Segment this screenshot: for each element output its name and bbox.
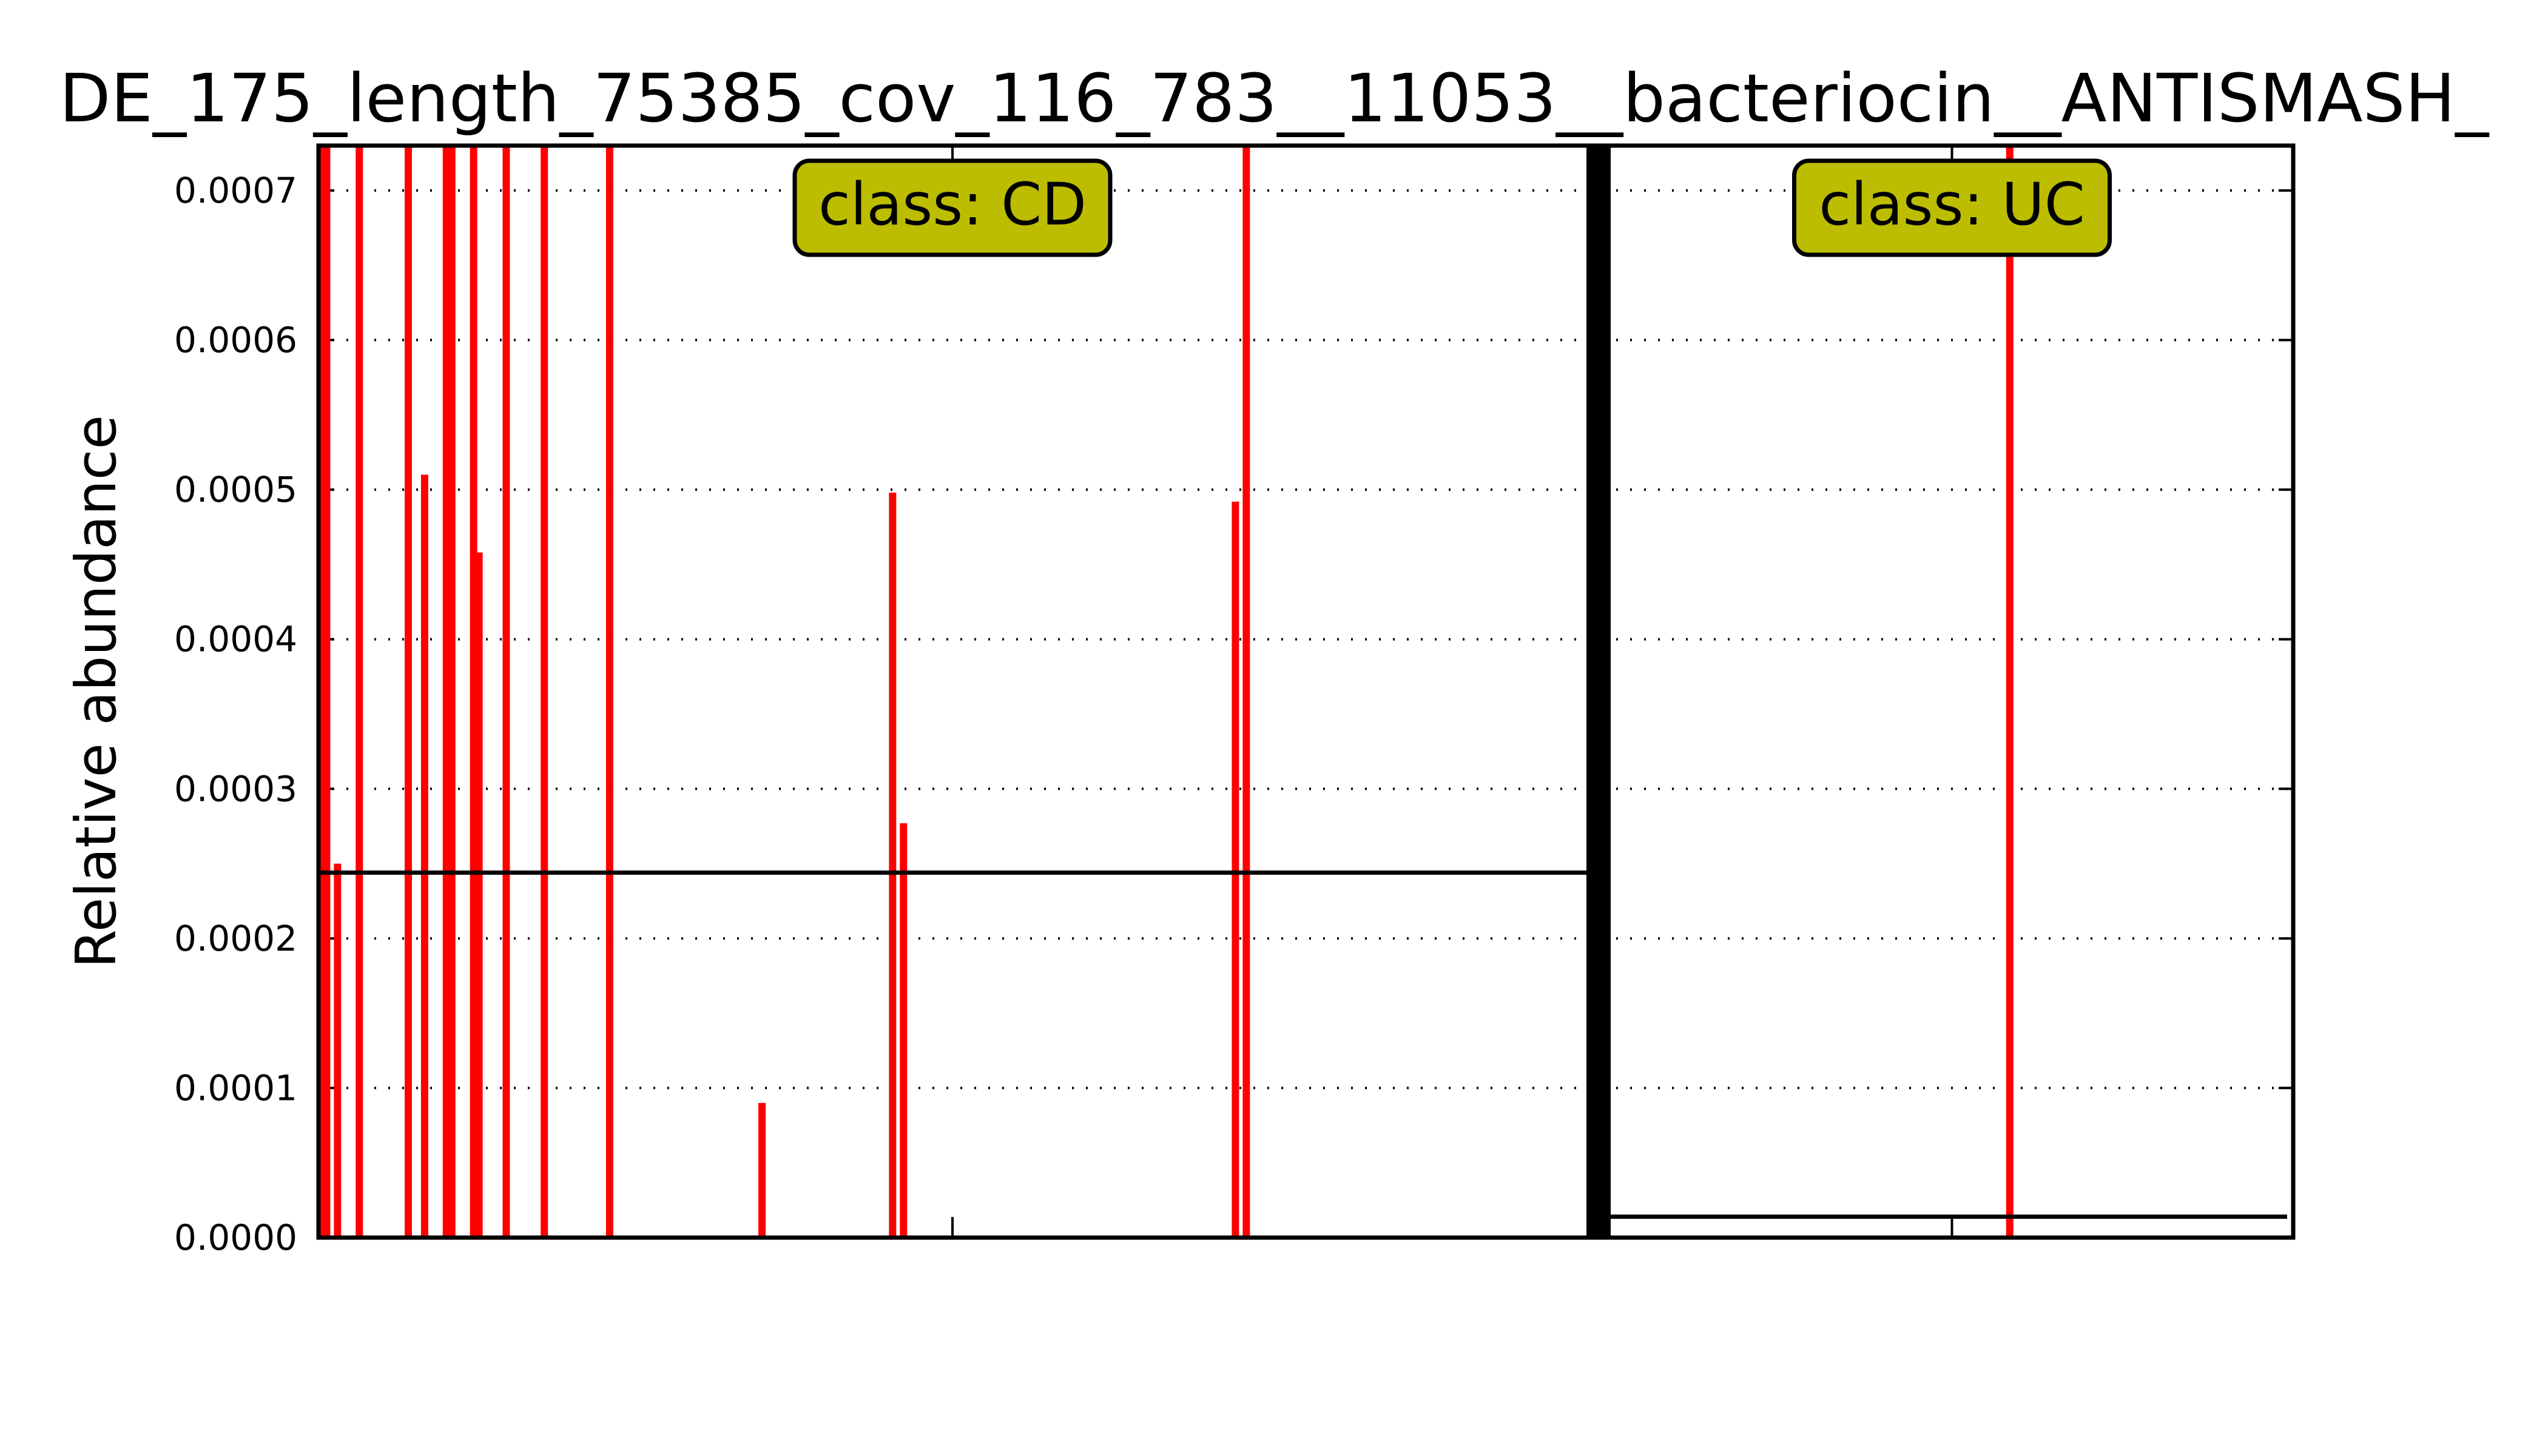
class-label: class: CD (818, 170, 1087, 238)
bar (448, 146, 456, 1238)
class-separator (1586, 146, 1611, 1238)
bar (502, 146, 510, 1238)
y-tick-label: 0.0002 (174, 918, 297, 959)
y-tick-label: 0.0005 (174, 469, 297, 510)
y-tick-label: 0.0006 (174, 320, 297, 361)
bar (900, 823, 908, 1238)
bar (475, 552, 483, 1238)
y-tick-label: 0.0004 (174, 619, 297, 660)
bar (2006, 146, 2014, 1238)
bar (356, 146, 363, 1238)
bar (334, 863, 342, 1238)
bar (420, 474, 428, 1238)
y-tick-label: 0.0007 (174, 170, 297, 211)
chart-title: DE_175_length_75385_cov_116_783__11053__… (59, 59, 2490, 137)
bar (405, 146, 413, 1238)
y-tick-label: 0.0000 (174, 1217, 297, 1258)
bar (1232, 501, 1239, 1238)
bar (1242, 146, 1250, 1238)
y-tick-label: 0.0003 (174, 768, 297, 809)
bar (541, 146, 548, 1238)
bar (323, 146, 331, 1238)
plot-frame (316, 143, 2296, 1240)
y-tick-label: 0.0001 (174, 1067, 297, 1108)
class-label: class: UC (1819, 170, 2085, 238)
class-label-box (792, 158, 1113, 257)
bar (889, 493, 897, 1238)
y-axis-label: Relative abundance (64, 415, 129, 968)
class-label-box (1792, 158, 2112, 257)
bar (605, 146, 613, 1238)
bar (758, 1103, 766, 1238)
